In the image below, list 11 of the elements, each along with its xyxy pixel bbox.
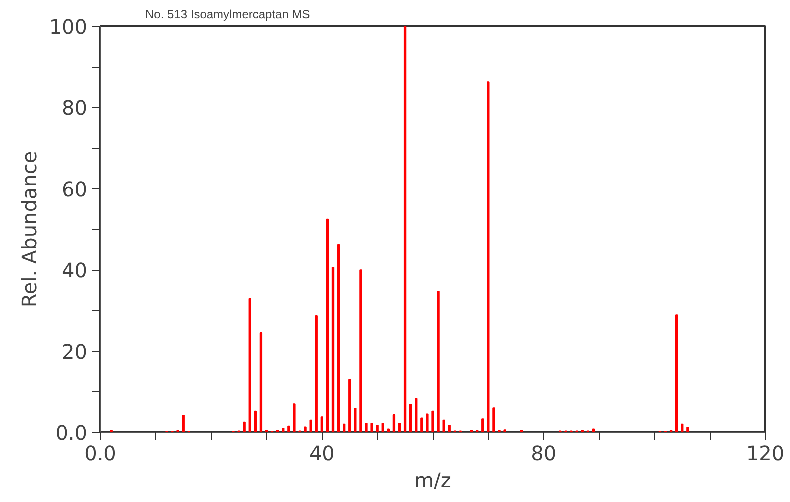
x-tick-label: 80 (531, 442, 557, 466)
y-tick-label: 100 (49, 15, 88, 39)
x-tick-label: 40 (309, 442, 335, 466)
x-tick-label: 120 (746, 442, 785, 466)
chart-title: No. 513 Isoamylmercaptan MS (146, 8, 310, 22)
x-axis-title: m/z (414, 468, 452, 492)
y-tick-label: 80 (62, 96, 88, 120)
y-tick-label: 40 (62, 258, 88, 283)
y-tick-label: 20 (62, 340, 88, 364)
y-tick-label: 60 (62, 177, 88, 202)
y-axis-title: Rel. Abundance (17, 151, 42, 308)
